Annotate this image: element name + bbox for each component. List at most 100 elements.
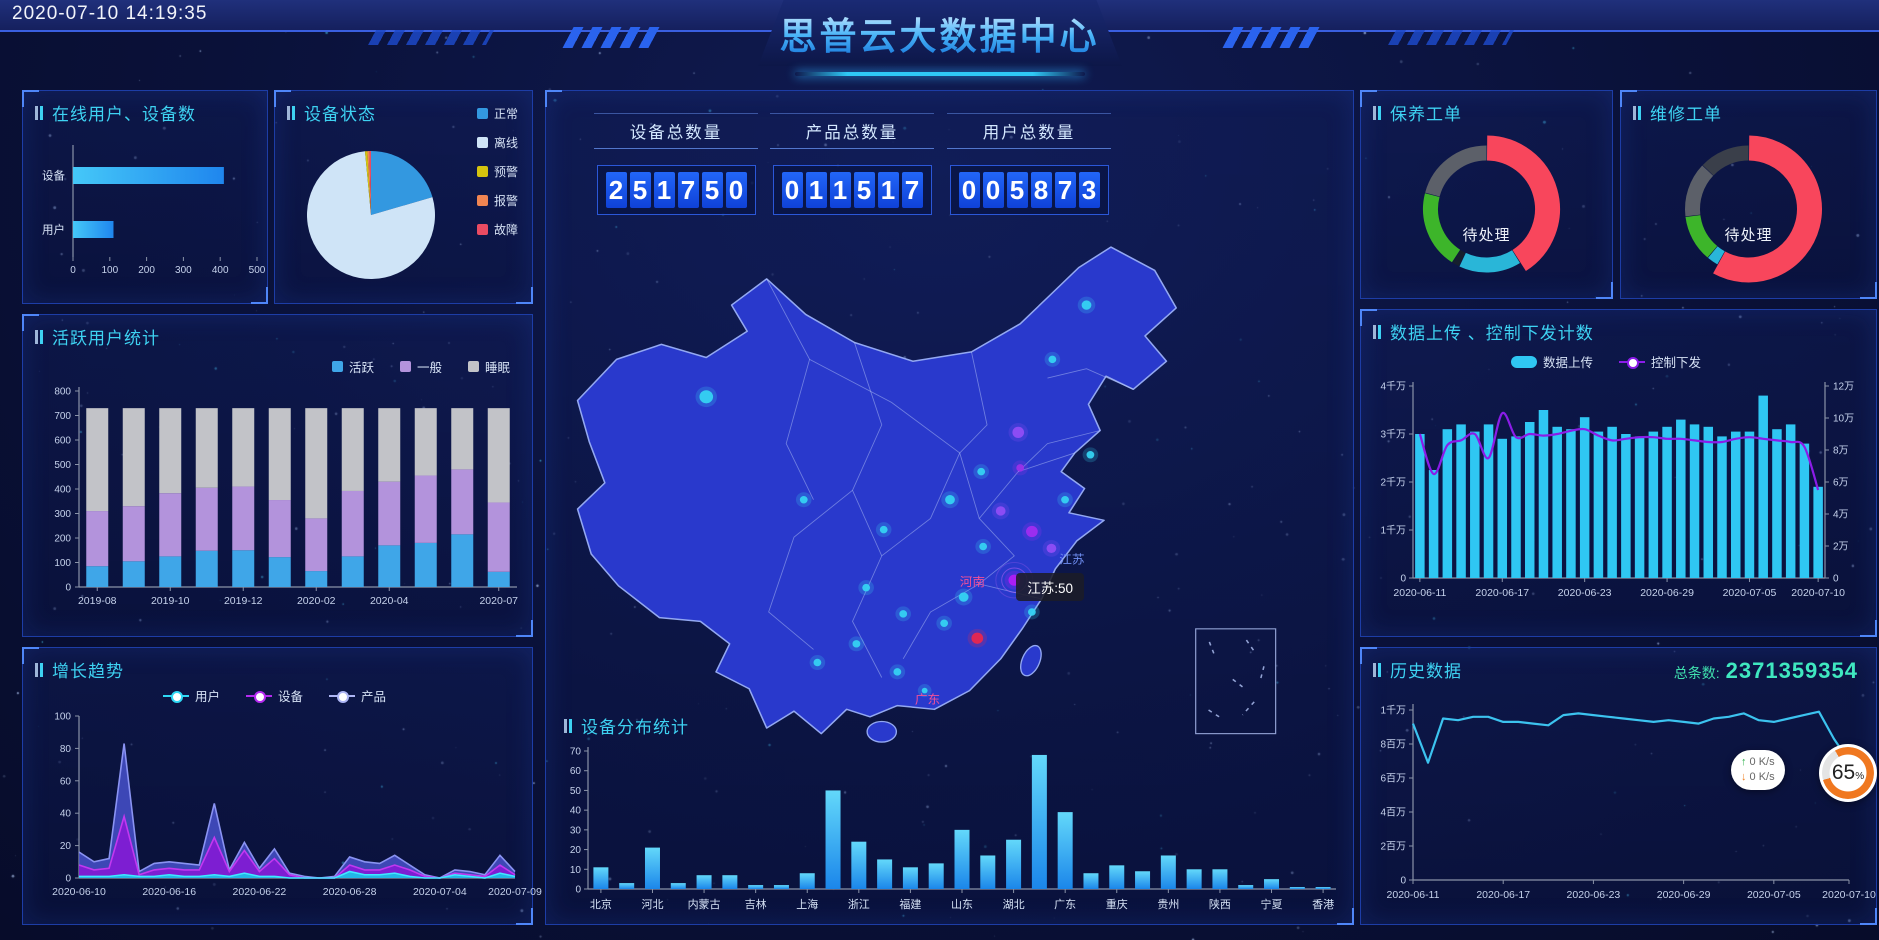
- svg-text:2020-06-28: 2020-06-28: [323, 886, 377, 898]
- panel-upload-dispatch: 数据上传 、控制下发计数 数据上传 控制下发 0 1千万 2千万 3千万 4千万 0 2万 4…: [1360, 309, 1877, 637]
- svg-text:2020-07-04: 2020-07-04: [413, 886, 467, 898]
- svg-text:100: 100: [54, 712, 71, 723]
- legend-swatch: [399, 361, 411, 372]
- panel-title: 增长趋势: [23, 648, 532, 682]
- svg-text:2020-07-10: 2020-07-10: [1822, 889, 1876, 901]
- counter-label: 产品总数量: [770, 113, 934, 149]
- svg-text:广东: 广东: [1054, 898, 1076, 911]
- panel-title-icon: [1373, 105, 1382, 120]
- svg-text:1千万: 1千万: [1380, 705, 1406, 717]
- legend-item[interactable]: 数据上传: [1511, 352, 1593, 371]
- panel-title-icon: [1373, 324, 1382, 339]
- upload-arrow-icon: ↑: [1741, 756, 1747, 768]
- counter-label: 设备总数量: [594, 113, 758, 149]
- legend-item[interactable]: 产品: [329, 686, 386, 705]
- svg-text:江苏: 江苏: [1059, 552, 1084, 567]
- legend-item[interactable]: 离线: [476, 134, 518, 151]
- total-count: 总条数: 2371359354: [1673, 658, 1858, 683]
- svg-text:重庆: 重庆: [1106, 897, 1128, 911]
- svg-text:浙江: 浙江: [848, 898, 870, 911]
- legend-line-dot: [246, 690, 273, 703]
- growth-trend-chart[interactable]: 0 20 40 60 80 100 2020-06-10 2020-06-16 2020-06-…: [31, 710, 542, 916]
- legend-item[interactable]: 设备: [246, 686, 303, 705]
- legend-item[interactable]: 用户: [163, 686, 220, 705]
- panel-repair-orders: 维修工单 待处理: [1620, 90, 1877, 299]
- upload-dispatch-chart[interactable]: 0 1千万 2千万 3千万 4千万 0 2万 4万 6万 8万 10万 12万 2020-06-11 20…: [1367, 374, 1872, 630]
- svg-text:北京: 北京: [590, 897, 612, 911]
- svg-text:2020-06-17: 2020-06-17: [1476, 889, 1530, 901]
- panel-title: 活跃用户统计: [23, 315, 532, 349]
- upload-legend[interactable]: 数据上传 控制下发: [1511, 352, 1701, 371]
- active-users-legend[interactable]: 活跃 一般 睡眠: [331, 357, 510, 376]
- svg-text:40: 40: [60, 809, 72, 820]
- svg-text:2020-07: 2020-07: [479, 595, 518, 607]
- svg-text:0: 0: [1400, 876, 1406, 887]
- repair-donut[interactable]: [1621, 121, 1876, 297]
- map-tooltip: 江苏:50: [1016, 572, 1085, 601]
- svg-text:100: 100: [101, 265, 118, 276]
- legend-item[interactable]: 故障: [476, 221, 518, 238]
- panel-title: 数据上传 、控制下发计数: [1361, 310, 1876, 344]
- counter-digit: 7: [1054, 172, 1076, 208]
- device-status-legend[interactable]: 正常 离线 预警 报警 故障: [476, 105, 518, 238]
- svg-text:2020-07-05: 2020-07-05: [1747, 889, 1801, 901]
- svg-text:600: 600: [54, 436, 71, 447]
- counter-digit: 1: [877, 172, 899, 208]
- svg-text:500: 500: [249, 265, 266, 276]
- counter-digit: 2: [605, 172, 627, 208]
- history-chart[interactable]: 0 2百万 4百万 6百万 8百万 1千万 2020-06-11 2020-06-17 2020…: [1367, 696, 1876, 918]
- legend-swatch: [331, 361, 343, 372]
- svg-text:4千万: 4千万: [1380, 381, 1406, 393]
- clock: 2020-07-10 14:19:35: [12, 3, 207, 25]
- svg-text:0: 0: [575, 885, 581, 896]
- donut-center-label: 待处理: [1462, 227, 1511, 244]
- svg-text:20: 20: [570, 845, 582, 856]
- svg-text:2020-06-16: 2020-06-16: [142, 886, 196, 898]
- panel-title: 维修工单: [1621, 91, 1876, 125]
- legend-swatch: [467, 361, 479, 372]
- counter-digit: 7: [677, 172, 699, 208]
- maintenance-donut[interactable]: [1361, 121, 1612, 297]
- legend-item[interactable]: 控制下发: [1619, 352, 1701, 371]
- device-distribution-chart[interactable]: 0 10 20 30 40 50 60 70 北京 河北 内蒙古 吉林 上海 浙江 福建 山东 湖北 广东 重庆 贵州…: [556, 739, 1341, 917]
- legend-item[interactable]: 睡眠: [467, 357, 510, 376]
- svg-text:800: 800: [54, 387, 71, 398]
- legend-swatch: [476, 137, 488, 148]
- panel-maintenance-orders: 保养工单 待处理: [1360, 90, 1613, 299]
- percentage-gauge: 65%: [1819, 744, 1877, 802]
- active-users-chart[interactable]: 0 100 200 300 400 500 600 700 800 2019-08 2019-10 2…: [31, 381, 526, 631]
- svg-text:200: 200: [54, 534, 71, 545]
- legend-swatch: [476, 195, 488, 206]
- counter-digit: 7: [901, 172, 923, 208]
- panel-title-icon: [35, 662, 44, 677]
- legend-item[interactable]: 一般: [399, 357, 442, 376]
- svg-text:贵州: 贵州: [1157, 898, 1179, 911]
- svg-text:山东: 山东: [951, 898, 973, 911]
- legend-swatch: [476, 108, 488, 119]
- legend-item[interactable]: 正常: [476, 105, 518, 122]
- title-plate: [758, 0, 1122, 66]
- svg-text:300: 300: [54, 509, 71, 520]
- legend-item[interactable]: 预警: [476, 163, 518, 180]
- legend-item[interactable]: 活跃: [331, 357, 374, 376]
- svg-text:200: 200: [138, 265, 155, 276]
- panel-title-icon: [1373, 662, 1382, 677]
- page-title: 思普云大数据中心: [0, 6, 1879, 60]
- svg-text:0: 0: [65, 874, 71, 885]
- growth-legend[interactable]: 用户 设备 产品: [163, 686, 386, 705]
- svg-text:70: 70: [570, 747, 582, 758]
- svg-text:30: 30: [570, 825, 582, 836]
- legend-item[interactable]: 报警: [476, 192, 518, 209]
- svg-text:1千万: 1千万: [1380, 525, 1406, 537]
- svg-text:500: 500: [54, 460, 71, 471]
- svg-text:内蒙古: 内蒙古: [688, 897, 721, 911]
- panel-title-icon: [35, 105, 44, 120]
- device-status-pie[interactable]: [275, 123, 465, 301]
- svg-text:设备: 设备: [42, 169, 65, 183]
- svg-text:陕西: 陕西: [1209, 897, 1231, 911]
- svg-text:700: 700: [54, 411, 71, 422]
